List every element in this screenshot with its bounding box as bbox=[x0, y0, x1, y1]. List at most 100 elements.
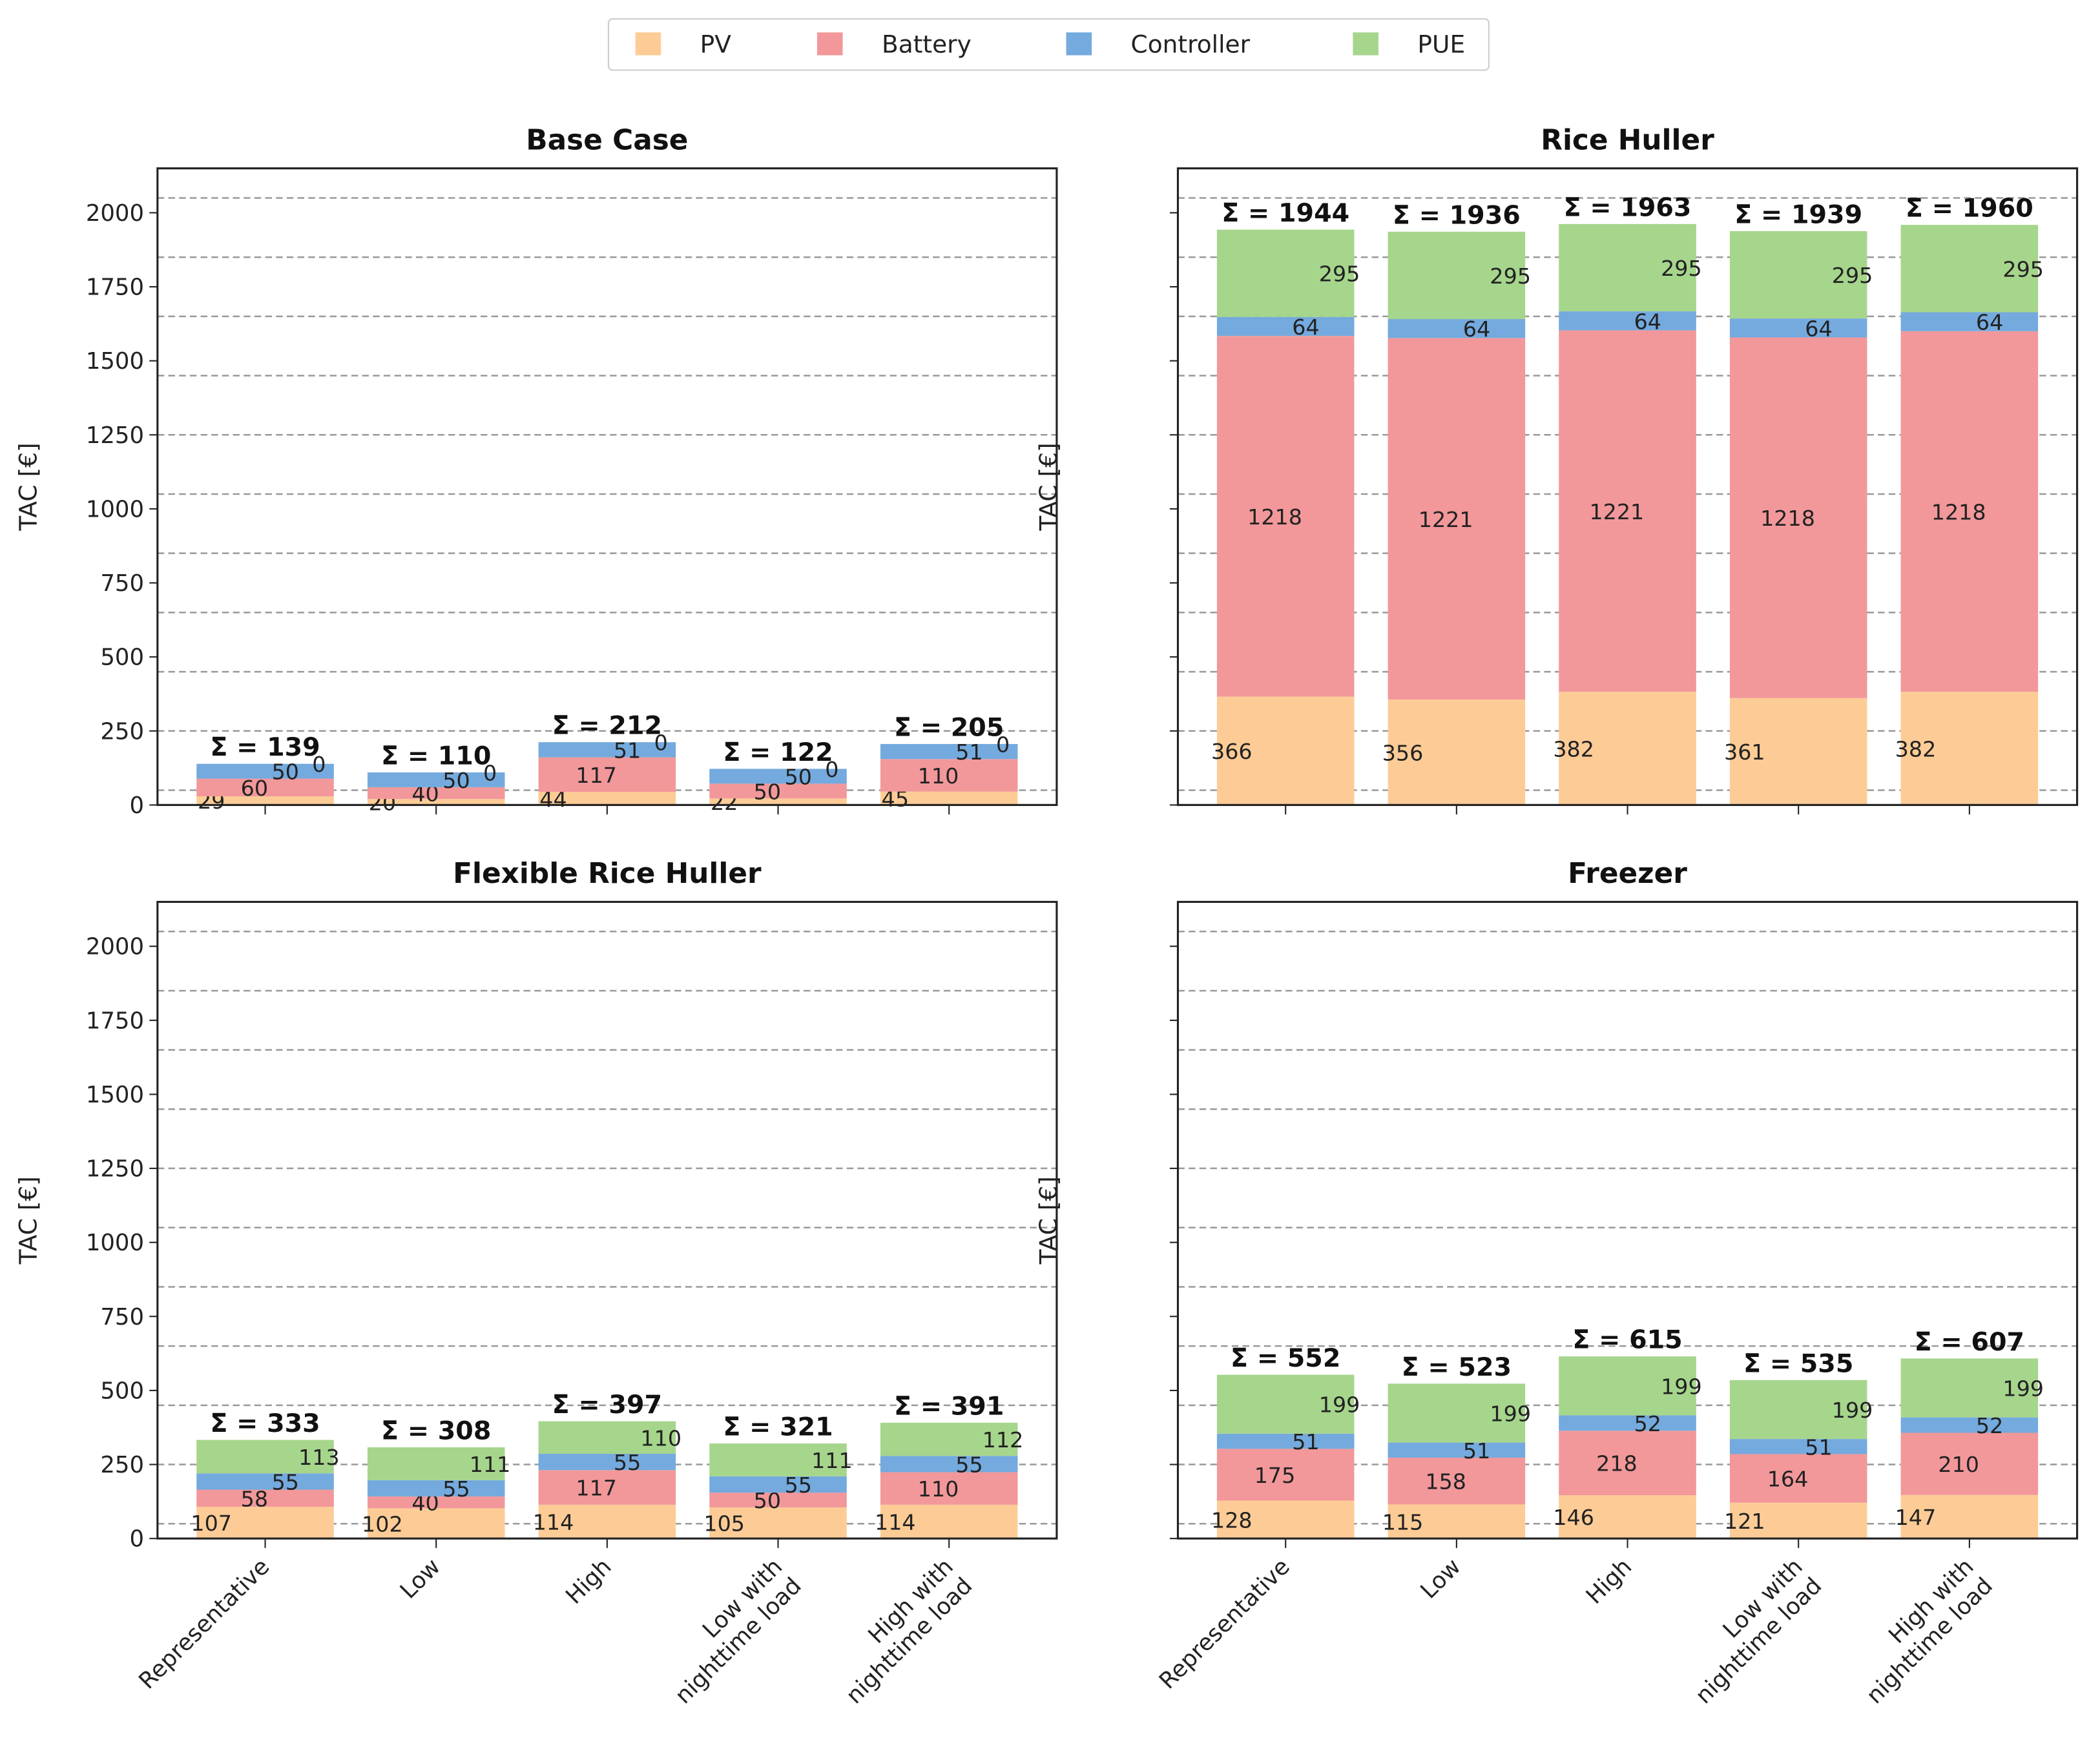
y-tick-label: 1500 bbox=[86, 348, 144, 375]
bar-battery bbox=[709, 1493, 847, 1508]
y-axis-label: TAC [€] bbox=[1034, 442, 1063, 531]
data-label-pue: 199 bbox=[1661, 1374, 1702, 1399]
bar-pue bbox=[1388, 1383, 1526, 1443]
data-label-controller: 64 bbox=[1805, 316, 1832, 341]
sum-label: Σ = 1936 bbox=[1393, 200, 1521, 230]
bar-controller bbox=[1559, 1415, 1696, 1431]
data-label-battery: 110 bbox=[918, 1476, 959, 1502]
bar-battery bbox=[1388, 1457, 1526, 1505]
bar-battery bbox=[367, 787, 505, 800]
x-tick-label: Low bbox=[1415, 1553, 1466, 1604]
bar-controller bbox=[367, 1480, 505, 1497]
x-tick-label: Representative bbox=[134, 1553, 275, 1694]
data-label-pue: 0 bbox=[654, 730, 668, 756]
data-label-controller: 55 bbox=[955, 1452, 982, 1477]
data-label-pv: 146 bbox=[1553, 1505, 1594, 1530]
legend-swatch-battery bbox=[816, 32, 843, 56]
data-label-pue: 0 bbox=[312, 752, 326, 777]
bar-pue bbox=[1729, 1380, 1867, 1440]
x-tick-label-line: Low bbox=[395, 1553, 446, 1604]
y-tick-label: 500 bbox=[100, 1378, 144, 1404]
x-tick-label: High bbox=[1581, 1553, 1637, 1609]
legend-label-pv: PV bbox=[700, 30, 732, 58]
sum-label: Σ = 1944 bbox=[1222, 198, 1349, 228]
sum-label: Σ = 333 bbox=[210, 1409, 320, 1438]
bar-pv bbox=[880, 1504, 1018, 1539]
bar-controller bbox=[1729, 318, 1867, 338]
data-label-controller: 64 bbox=[1463, 316, 1490, 342]
data-label-pv: 114 bbox=[533, 1510, 574, 1535]
y-tick-label: 750 bbox=[100, 1304, 144, 1330]
data-label-pue: 110 bbox=[640, 1425, 681, 1451]
data-label-battery: 60 bbox=[241, 776, 268, 801]
data-label-controller: 64 bbox=[1976, 310, 2003, 335]
bar-controller bbox=[1388, 1442, 1526, 1458]
panel-flexible-rice-huller: Flexible Rice Huller TAC [€] 0 250 500 750 100… bbox=[14, 857, 1058, 1709]
sum-label: Σ = 615 bbox=[1572, 1325, 1682, 1355]
bar-battery bbox=[880, 759, 1018, 792]
bar-pue bbox=[1216, 1374, 1355, 1434]
data-label-pv: 114 bbox=[875, 1510, 916, 1535]
data-label-pv: 105 bbox=[703, 1511, 745, 1536]
bar-controller bbox=[1216, 1433, 1355, 1449]
y-tick-label: 2000 bbox=[86, 934, 144, 960]
y-tick-label: 1750 bbox=[86, 1008, 144, 1034]
panel-rice-huller: Rice Huller TAC [€] 366 1218 64 295 Σ = 1944 35… bbox=[1034, 123, 2079, 814]
data-label-battery: 1218 bbox=[1760, 506, 1815, 531]
panel-title: Freezer bbox=[1568, 857, 1687, 890]
bar-pue bbox=[1216, 229, 1355, 317]
bar-pue bbox=[1729, 231, 1867, 319]
y-tick-label: 1250 bbox=[86, 1156, 144, 1183]
bar-pv bbox=[367, 1508, 505, 1539]
legend-swatch-pue bbox=[1353, 32, 1378, 56]
sum-label: Σ = 110 bbox=[381, 741, 491, 770]
bar-battery bbox=[709, 783, 847, 799]
data-label-controller: 50 bbox=[442, 768, 470, 793]
bar-pv bbox=[1900, 1494, 2039, 1539]
x-tick-label: Low bbox=[395, 1553, 446, 1604]
bar-pv bbox=[196, 796, 334, 805]
legend: PV Battery Controller PUE bbox=[607, 18, 1490, 71]
sum-label: Σ = 1960 bbox=[1906, 194, 2033, 223]
sum-label: Σ = 122 bbox=[723, 738, 833, 767]
data-label-battery: 164 bbox=[1767, 1467, 1809, 1492]
bar-pv bbox=[1559, 692, 1696, 805]
data-label-controller: 51 bbox=[614, 738, 641, 763]
x-tick-label: High withnighttime load bbox=[1842, 1553, 1998, 1709]
x-tick-label-line: High bbox=[561, 1553, 617, 1609]
data-label-pue: 199 bbox=[2002, 1376, 2044, 1401]
bar-battery bbox=[1216, 336, 1355, 697]
data-label-battery: 1218 bbox=[1931, 500, 1986, 525]
data-label-battery: 117 bbox=[576, 763, 617, 788]
data-label-pue: 0 bbox=[483, 760, 497, 785]
data-label-controller: 55 bbox=[272, 1469, 299, 1494]
data-label-pue: 295 bbox=[1661, 256, 1702, 281]
y-tick-label: 1000 bbox=[86, 1230, 144, 1256]
y-tick-label: 0 bbox=[129, 1526, 144, 1553]
x-tick-label-line: Representative bbox=[1154, 1553, 1295, 1694]
bar-pue bbox=[709, 1443, 847, 1476]
bar-battery bbox=[196, 1489, 334, 1507]
sum-label: Σ = 1939 bbox=[1734, 200, 1862, 229]
bar-battery bbox=[880, 1472, 1018, 1505]
data-label-controller: 55 bbox=[785, 1473, 812, 1498]
bar-pv bbox=[1216, 696, 1355, 805]
sum-label: Σ = 552 bbox=[1231, 1343, 1340, 1373]
data-label-pue: 199 bbox=[1832, 1398, 1873, 1423]
bar-pv bbox=[1900, 692, 2039, 805]
bar-pue bbox=[1388, 231, 1526, 320]
data-label-battery: 58 bbox=[241, 1486, 268, 1511]
bar-battery bbox=[1559, 330, 1696, 692]
bar-controller bbox=[880, 743, 1018, 760]
axes-frame bbox=[156, 167, 1058, 806]
data-label-battery: 1221 bbox=[1419, 507, 1473, 532]
x-tick-label: High withnighttime load bbox=[822, 1553, 977, 1709]
bar-controller bbox=[709, 1476, 847, 1493]
bar-pv bbox=[1729, 1502, 1867, 1539]
bar-pv bbox=[709, 798, 847, 805]
data-label-battery: 1221 bbox=[1589, 499, 1644, 524]
bar-pv bbox=[1216, 1500, 1355, 1539]
bar-controller bbox=[1388, 319, 1526, 338]
data-label-battery: 110 bbox=[918, 763, 959, 789]
